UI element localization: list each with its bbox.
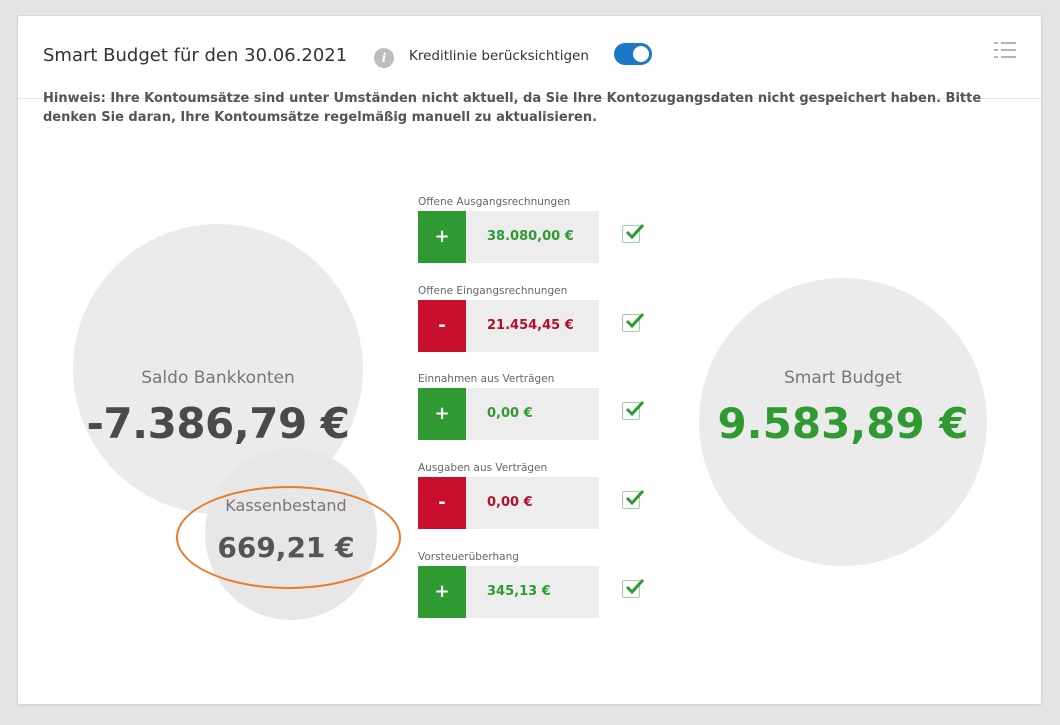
item-checkbox[interactable]: [622, 312, 644, 332]
plus-button[interactable]: +: [418, 211, 466, 263]
card-title: Smart Budget für den 30.06.2021: [43, 45, 348, 66]
item-amount: 0,00 €: [466, 477, 599, 529]
item-amount: 345,13 €: [466, 566, 599, 618]
item-checkbox[interactable]: [622, 223, 644, 243]
item-vorsteuerueberhang: Vorsteuerüberhang + 345,13 €: [418, 551, 658, 629]
item-offene-eingangsrechnungen: Offene Eingangsrechnungen - 21.454,45 €: [418, 285, 658, 363]
checkmark-icon: [625, 312, 644, 329]
checkmark-icon: [625, 223, 644, 240]
plus-button[interactable]: +: [418, 388, 466, 440]
item-label: Offene Ausgangsrechnungen: [418, 196, 571, 208]
checkmark-icon: [625, 400, 644, 417]
item-label: Ausgaben aus Verträgen: [418, 462, 548, 474]
item-checkbox[interactable]: [622, 489, 644, 509]
checkmark-icon: [625, 578, 644, 595]
item-label: Vorsteuerüberhang: [418, 551, 519, 563]
item-checkbox[interactable]: [622, 578, 644, 598]
plus-button[interactable]: +: [418, 566, 466, 618]
saldo-label: Saldo Bankkonten: [141, 368, 295, 388]
toggle-knob: [633, 46, 649, 62]
item-label: Einnahmen aus Verträgen: [418, 373, 555, 385]
item-amount: 21.454,45 €: [466, 300, 599, 352]
list-icon[interactable]: [994, 40, 1018, 60]
kreditlinie-label: Kreditlinie berücksichtigen: [409, 48, 589, 64]
saldo-value: -7.386,79 €: [86, 399, 350, 448]
kreditlinie-toggle[interactable]: [614, 43, 652, 65]
smart-budget-value: 9.583,89 €: [717, 399, 969, 448]
minus-button[interactable]: -: [418, 300, 466, 352]
item-einnahmen-aus-vertraegen: Einnahmen aus Verträgen + 0,00 €: [418, 373, 658, 451]
smart-budget-label: Smart Budget: [784, 368, 902, 388]
smart-budget-circle: [699, 278, 987, 566]
item-amount: 0,00 €: [466, 388, 599, 440]
item-amount: 38.080,00 €: [466, 211, 599, 263]
smart-budget-card: Smart Budget für den 30.06.2021 i Kredit…: [17, 15, 1042, 705]
minus-button[interactable]: -: [418, 477, 466, 529]
kasse-highlight-ellipse: [176, 486, 401, 589]
item-label: Offene Eingangsrechnungen: [418, 285, 568, 297]
item-offene-ausgangsrechnungen: Offene Ausgangsrechnungen + 38.080,00 €: [418, 196, 658, 274]
info-icon[interactable]: i: [374, 48, 394, 68]
notice-text: Hinweis: Ihre Kontoumsätze sind unter Um…: [43, 91, 982, 125]
checkmark-icon: [625, 489, 644, 506]
item-ausgaben-aus-vertraegen: Ausgaben aus Verträgen - 0,00 €: [418, 462, 658, 540]
header-divider: [18, 98, 1041, 99]
item-checkbox[interactable]: [622, 400, 644, 420]
